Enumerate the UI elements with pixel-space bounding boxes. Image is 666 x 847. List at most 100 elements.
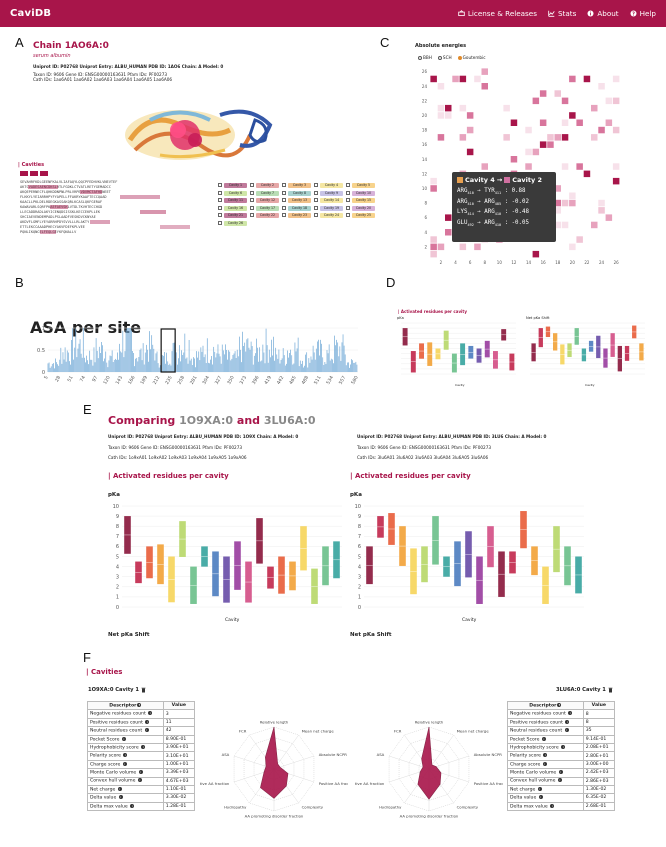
compare-right-meta: Uniprot ID: P02768 Uniprot Entry: ALBU_H… <box>357 434 587 461</box>
cavity-checkbox[interactable] <box>250 190 254 195</box>
protein-structure-view[interactable] <box>110 95 280 165</box>
asa-per-site-chart[interactable]: 1 0.5 05 28 51 74 97 120 143 166 189 212 235 258 281 30… <box>30 326 360 398</box>
cavity-button[interactable]: Cavity 16 <box>224 205 247 211</box>
heatmap-cell <box>591 104 598 112</box>
nav-license-releases[interactable]: License & Releases <box>458 9 537 18</box>
descriptor-row: Hydrophobicity score i 2.08E+01 <box>507 742 616 753</box>
nav-stats[interactable]: Stats <box>548 9 576 18</box>
cavity-button[interactable]: Cavity 8 <box>288 190 311 196</box>
f-left-radar[interactable]: Relative length Mean net charge Absolute N… <box>200 705 348 830</box>
cavity-button[interactable]: Cavity 21 <box>224 213 247 218</box>
nav-about[interactable]: About <box>587 9 619 18</box>
cavity-button[interactable]: Cavity 23 <box>288 213 311 218</box>
asa-xtick: 166 <box>127 375 137 386</box>
radio-bbh[interactable]: BBH <box>418 55 432 60</box>
sequence-viewer[interactable]: SEVAHRFKDLGEENFKALVLIAFAQYLQQCPFEDHVKLVN… <box>20 180 210 242</box>
descriptor-row: Neutral residues count i 35 <box>507 726 616 736</box>
cavity-checkbox[interactable] <box>346 213 350 217</box>
cavity-button[interactable]: Cavity 7 <box>256 190 279 196</box>
radar-axis-label: Hydropathy <box>224 805 247 810</box>
compare-id1[interactable]: 1O9XA:0 <box>179 414 234 427</box>
cavity-checkbox[interactable] <box>282 213 286 217</box>
cavity-button[interactable]: Cavity 10 <box>352 190 375 196</box>
cavity-button[interactable]: Cavity 9 <box>320 190 343 196</box>
cavity-checkbox[interactable] <box>218 198 222 202</box>
cavity-button[interactable]: Cavity 26 <box>224 220 247 226</box>
cavity-checkbox[interactable] <box>282 205 286 210</box>
heatmap-ytick: 14 <box>422 157 428 162</box>
cavity-button[interactable]: Cavity 25 <box>352 213 375 218</box>
trash-icon[interactable] <box>141 687 146 693</box>
heatmap-ytick: 2 <box>424 244 427 249</box>
toolbar-button-2[interactable] <box>30 171 38 176</box>
cavity-button[interactable]: Cavity 22 <box>256 213 279 218</box>
cavity-checkbox[interactable] <box>346 205 350 210</box>
heatmap-cell <box>576 236 583 243</box>
f-right-radar[interactable]: Relative length Mean net charge Absolute N… <box>355 705 503 830</box>
cavity-button[interactable]: Cavity 14 <box>320 198 343 203</box>
cavity-checkbox[interactable] <box>218 220 222 225</box>
cavity-checkbox[interactable] <box>218 205 222 210</box>
cavity-checkbox[interactable] <box>250 198 254 202</box>
cavity-checkbox[interactable] <box>282 190 286 195</box>
heatmap-cell <box>569 192 576 199</box>
asa-xtick: 534 <box>325 375 335 386</box>
e-right-pka-chart[interactable]: 0 1 2 3 4 5 6 7 8 9 10 <box>350 503 588 615</box>
cavity-button[interactable]: Cavity 20 <box>352 205 375 211</box>
cavity-button[interactable]: Cavity 3 <box>288 183 311 188</box>
heatmap-cell <box>437 243 445 251</box>
cavity-checkbox[interactable] <box>346 198 350 202</box>
heatmap-cell <box>525 163 532 170</box>
cavity-checkbox[interactable] <box>250 183 254 187</box>
pka-ytick: 8 <box>116 524 119 530</box>
cavity-checkbox[interactable] <box>314 198 318 202</box>
brand-logo[interactable]: CaviDB <box>10 8 52 19</box>
cavity-checkbox[interactable] <box>346 190 350 195</box>
e-left-pka-chart[interactable]: 0 1 2 3 4 5 6 7 8 9 10 <box>108 503 346 615</box>
cavity-checkbox[interactable] <box>282 198 286 202</box>
cavity-checkbox[interactable] <box>250 213 254 217</box>
pka-ytick: 7 <box>358 534 361 540</box>
cavity-button[interactable]: Cavity 13 <box>288 198 311 203</box>
cavity-checkbox[interactable] <box>218 183 222 187</box>
asa-ytick: 0 <box>42 370 45 376</box>
nav-help[interactable]: ? Help <box>630 9 656 18</box>
cavity-button[interactable]: Cavity 5 <box>352 183 375 188</box>
cavity-checkbox[interactable] <box>218 213 222 217</box>
cavity-button[interactable]: Cavity 2 <box>256 183 279 188</box>
compare-id2[interactable]: 3LU6A:0 <box>263 414 316 427</box>
cavity-checkbox[interactable] <box>314 190 318 195</box>
cavity-checkbox[interactable] <box>218 190 222 195</box>
toolbar-button-3[interactable] <box>40 171 48 176</box>
cavity-checkbox[interactable] <box>250 205 254 210</box>
cavity-checkbox[interactable] <box>314 183 318 187</box>
trash-icon[interactable] <box>608 687 613 693</box>
cavity-button[interactable]: Cavity 1 <box>224 183 247 188</box>
cavity-checkbox[interactable] <box>282 183 286 187</box>
heatmap-cell <box>525 126 532 134</box>
cavity-button[interactable]: Cavity 19 <box>320 205 343 211</box>
cavity-button[interactable]: Cavity 15 <box>352 198 375 203</box>
cavity-button[interactable]: Cavity 6 <box>224 190 247 196</box>
radio-sch[interactable]: SCH <box>437 55 452 60</box>
cavity-checkbox[interactable] <box>314 213 318 217</box>
panel-letter-e: E <box>83 402 92 417</box>
cavity-button[interactable]: Cavity 12 <box>256 198 279 203</box>
toolbar-button-1[interactable] <box>20 171 28 176</box>
heatmap-xtick: 18 <box>555 260 561 265</box>
cavity-button[interactable]: Cavity 17 <box>256 205 279 211</box>
d-shift-chart[interactable] <box>526 320 649 382</box>
cavity-checkbox[interactable] <box>314 205 318 210</box>
th-descriptor: Descriptor? <box>87 700 164 711</box>
cavity-button[interactable]: Cavity 18 <box>288 205 311 211</box>
d-pka-chart[interactable] <box>397 320 520 382</box>
cavity-button[interactable]: Cavity 4 <box>320 183 343 188</box>
cavity-button[interactable]: Cavity 24 <box>320 213 343 218</box>
cavity-checkbox[interactable] <box>346 183 350 187</box>
cavity-button[interactable]: Cavity 11 <box>224 198 247 203</box>
radio-goutembic[interactable]: Goutembic <box>457 55 486 60</box>
e-left-net-label: Net pKa Shift <box>108 632 150 638</box>
heatmap-cell <box>554 199 561 207</box>
left-meta-gene: Taxon ID: 9606 Gene ID: ENSG00000163631 … <box>108 444 243 450</box>
